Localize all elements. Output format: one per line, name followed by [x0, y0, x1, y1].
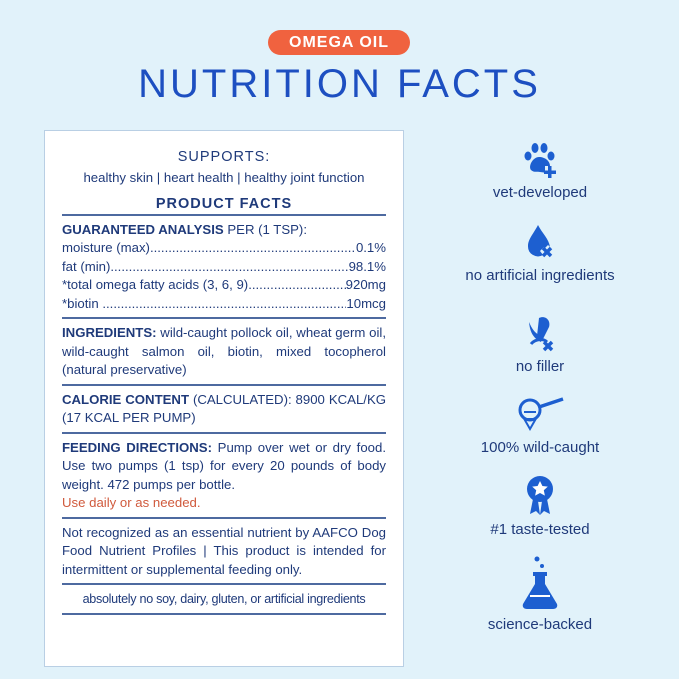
analysis-value: 10mcg — [346, 295, 386, 311]
page-title: NUTRITION FACTS — [138, 62, 541, 106]
analysis-row: fat (min) 98.1% — [62, 258, 386, 277]
supports-text: healthy skin | heart health | healthy jo… — [83, 169, 365, 185]
divider — [62, 583, 386, 585]
drop-x-icon — [527, 225, 553, 258]
feature-no-filler: no filler — [430, 314, 650, 375]
analysis-value: 98.1% — [348, 258, 386, 274]
feature-vet-developed: vet-developed — [430, 142, 650, 201]
disclaimer: Not recognized as an essential nutrient … — [62, 524, 386, 577]
divider — [62, 317, 386, 319]
fishing-net-icon — [518, 397, 564, 432]
award-ribbon-icon — [527, 476, 553, 515]
feeding-note: Use daily or as needed. — [62, 495, 201, 510]
analysis-row: *biotin 10mcg — [62, 295, 386, 314]
nutrition-panel: SUPPORTS: healthy skin | heart health | … — [44, 130, 404, 667]
analysis-label: *biotin — [62, 295, 103, 311]
feature-wild-caught: 100% wild-caught — [430, 397, 650, 456]
divider — [62, 612, 386, 615]
feature-no-artificial: no artificial ingredients — [430, 223, 650, 284]
analysis-value: 0.1% — [355, 240, 386, 255]
analysis-row: *total omega fatty acids (3, 6, 9) 920mg — [62, 276, 386, 295]
divider — [62, 213, 386, 216]
feature-label: no artificial ingredients — [465, 267, 615, 284]
product-facts-heading: PRODUCT FACTS — [155, 196, 293, 212]
feature-taste-tested: #1 taste-tested — [430, 475, 650, 538]
divider — [62, 431, 386, 434]
footer-note: absolutely no soy, dairy, gluten, or art… — [82, 592, 366, 606]
calorie-text: (CALCULATED): 8900 KCAL/KG (17 KCAL PER … — [62, 391, 386, 426]
corn-x-icon — [529, 317, 554, 352]
divider — [62, 516, 386, 519]
calorie-content: CALORIE CONTENT (CALCULATED): 8900 KCAL/… — [62, 391, 386, 428]
feeding-directions: FEEDING DIRECTIONS: Pump over wet or dry… — [62, 439, 386, 495]
ingredients-title: INGREDIENTS: — [62, 325, 157, 340]
supports-heading: SUPPORTS: — [177, 149, 271, 165]
feature-science-backed: science-backed — [430, 556, 650, 633]
analysis-value: 920mg — [345, 277, 386, 292]
analysis-label: moisture (max) — [62, 240, 150, 255]
feature-label: no filler — [515, 358, 565, 375]
ingredients: INGREDIENTS: wild-caught pollock oil, wh… — [62, 324, 386, 380]
feature-label: vet-developed — [492, 184, 588, 201]
analysis-row: moisture (max) 0.1% — [62, 239, 386, 258]
ga-title: GUARANTEED ANALYSIS — [62, 221, 224, 237]
product-badge: OMEGA OIL — [268, 30, 410, 55]
feeding-title: FEEDING DIRECTIONS: — [62, 439, 212, 455]
feature-label: 100% wild-caught — [480, 439, 600, 456]
flask-icon — [522, 556, 558, 609]
divider — [62, 383, 386, 386]
guaranteed-analysis-heading: GUARANTEED ANALYSIS PER (1 TSP): — [62, 221, 386, 240]
feature-label: #1 taste-tested — [490, 521, 590, 538]
analysis-label: fat (min) — [62, 258, 111, 274]
analysis-label: *total omega fatty acids (3, 6, 9) — [62, 277, 249, 292]
feeding-text: Pump over wet or dry food. Use two pumps… — [62, 439, 386, 492]
feature-label: science-backed — [487, 616, 593, 633]
paw-plus-icon — [524, 143, 556, 178]
calorie-title: CALORIE CONTENT — [62, 391, 190, 407]
ga-per: PER (1 TSP): — [223, 221, 307, 237]
ingredients-text: wild-caught pollock oil, wheat germ oil,… — [62, 325, 386, 377]
